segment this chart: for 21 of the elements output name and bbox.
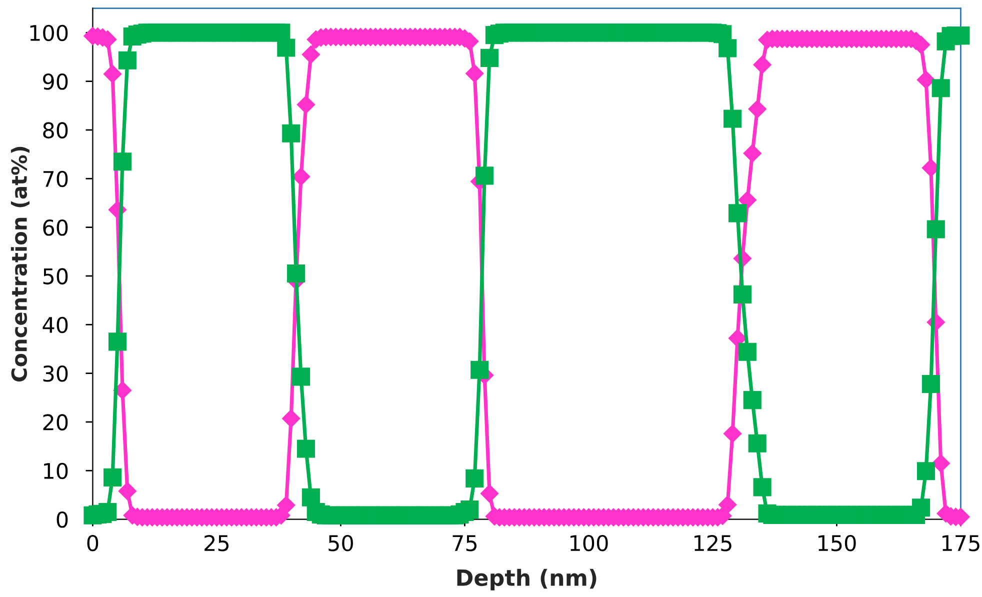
- x-tick-label: 125: [694, 534, 732, 552]
- y-tick-label: 40: [42, 316, 68, 334]
- x-tick-label: 75: [452, 535, 477, 552]
- y-tick-label: 100: [30, 24, 68, 42]
- y-tick-label: 50: [43, 268, 68, 284]
- x-tick-label: 175: [942, 535, 980, 552]
- y-tick-label: 70: [43, 170, 68, 188]
- y-tick-label: 60: [43, 220, 68, 236]
- x-axis-title: Depth (nm): [457, 568, 596, 590]
- y-tick-label: 0: [56, 512, 68, 528]
- y-axis-title: Concentration (at%): [10, 146, 30, 382]
- x-tick-label: 150: [818, 534, 856, 552]
- y-tick-label: 90: [43, 74, 68, 90]
- x-tick-label: 50: [328, 534, 353, 552]
- y-tick-label: 10: [44, 462, 68, 480]
- x-tick-label: 0: [87, 534, 98, 552]
- y-tick-label: 80: [43, 122, 68, 138]
- x-tick-label: 100: [570, 534, 608, 552]
- y-tick-label: 20: [43, 414, 68, 430]
- x-tick-label: 25: [204, 534, 229, 552]
- y-tick-label: 30: [43, 366, 68, 382]
